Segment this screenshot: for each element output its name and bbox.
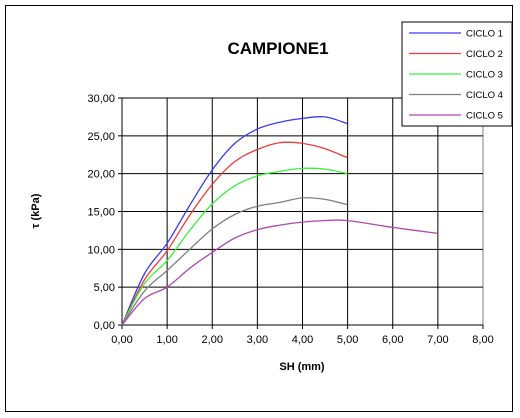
series-line-ciclo-2	[121, 141, 348, 326]
x-tick-label: 6,00	[382, 334, 403, 346]
y-tick-label: 10,00	[87, 244, 115, 256]
x-tick-label: 5,00	[337, 334, 358, 346]
legend-items: CICLO 1 CICLO 2 CICLO 3 CICLO 4 CICLO 5	[409, 29, 503, 122]
x-tick-label: 2,00	[202, 334, 223, 346]
series-line-ciclo-1	[121, 115, 348, 326]
tick-labels: 0,00 1,00 2,00 3,00 4,00 5,00 6,00 7,00 8,00 0,00…	[87, 93, 493, 346]
y-tick-label: 15,00	[87, 207, 115, 219]
chart-title: CAMPIONE1	[227, 39, 328, 58]
series-line-ciclo-3	[121, 167, 348, 326]
y-tick-label: 0,00	[94, 320, 115, 332]
legend-label-ciclo-2: CICLO 2	[466, 49, 503, 60]
legend-label-ciclo-1: CICLO 1	[466, 29, 503, 40]
legend-label-ciclo-4: CICLO 4	[466, 90, 503, 101]
x-tick-label: 8,00	[472, 334, 493, 346]
y-tick-label: 25,00	[87, 131, 115, 143]
x-tick-label: 3,00	[247, 334, 268, 346]
y-tick-label: 5,00	[94, 282, 115, 294]
axes	[118, 97, 484, 329]
x-tick-label: 4,00	[292, 334, 313, 346]
y-tick-label: 20,00	[87, 169, 115, 181]
x-tick-label: 1,00	[156, 334, 177, 346]
y-tick-label: 30,00	[87, 93, 115, 105]
x-tick-label: 7,00	[427, 334, 448, 346]
series-lines	[121, 115, 438, 326]
legend-label-ciclo-5: CICLO 5	[466, 111, 503, 122]
x-tick-label: 0,00	[111, 334, 132, 346]
series-line-ciclo-5	[121, 219, 438, 326]
x-axis-label: SH (mm)	[279, 361, 325, 373]
gridlines	[122, 97, 483, 325]
series-line-ciclo-4	[121, 197, 348, 326]
legend-label-ciclo-3: CICLO 3	[466, 70, 503, 81]
y-axis-label: τ (kPa)	[30, 193, 42, 228]
legend: CICLO 1 CICLO 2 CICLO 3 CICLO 4 CICLO 5	[401, 21, 513, 127]
